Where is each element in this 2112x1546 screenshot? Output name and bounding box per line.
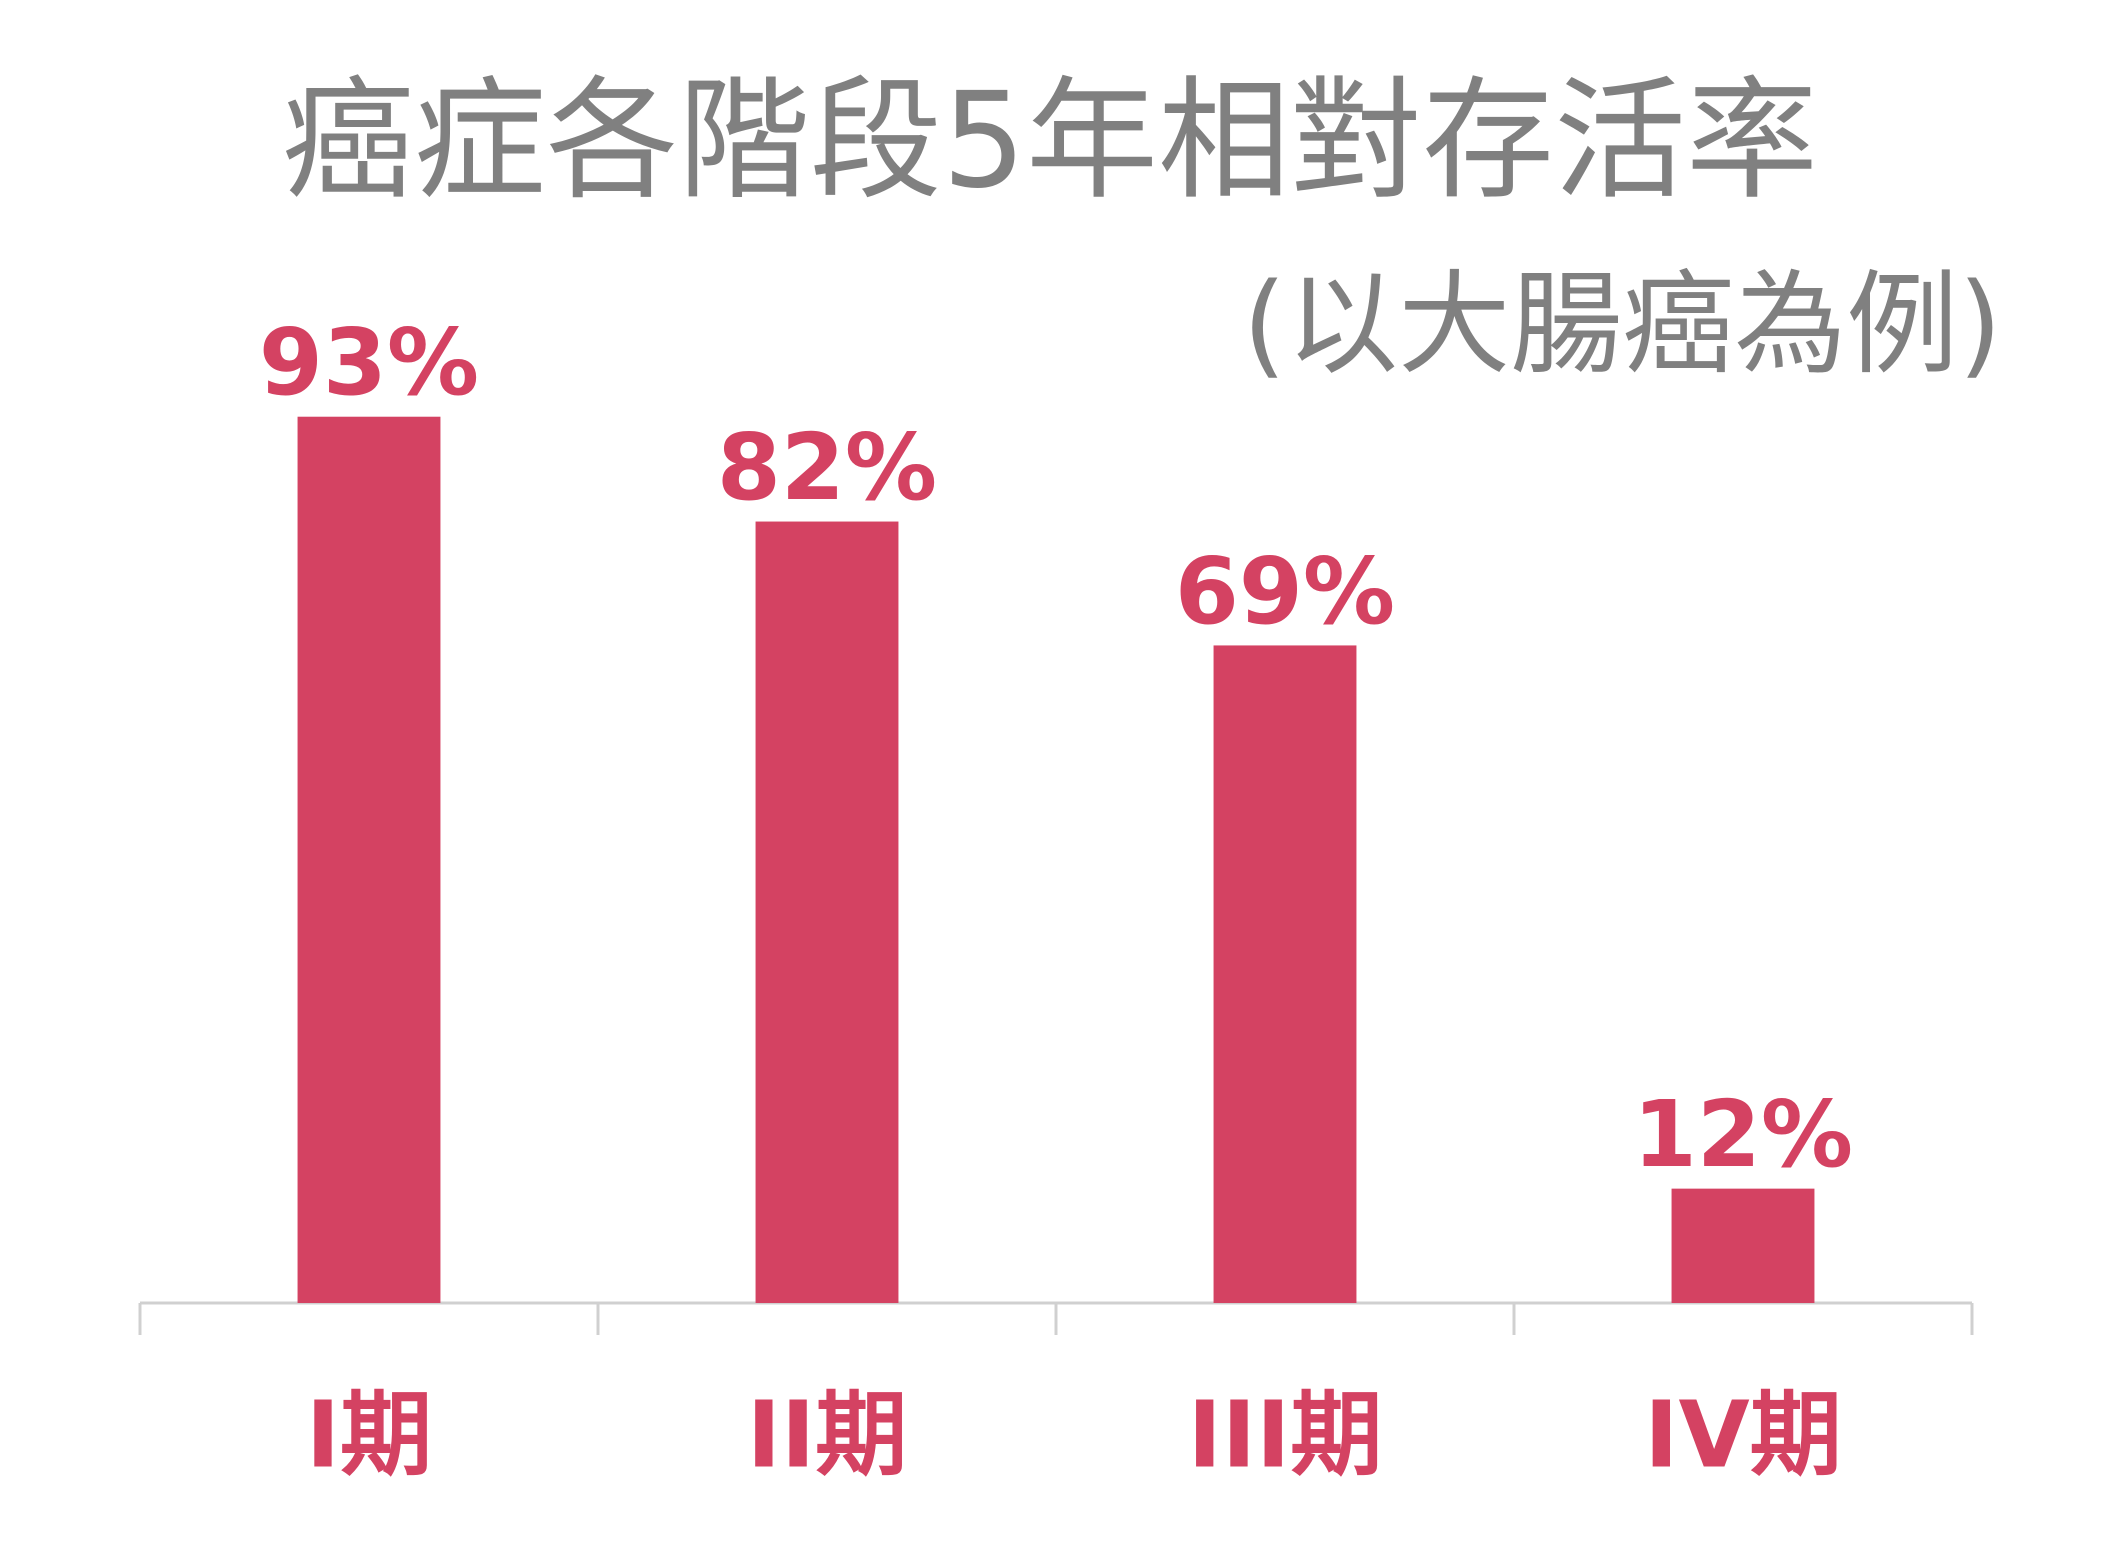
x-tick-label: IV期 bbox=[1644, 1381, 1841, 1488]
bar bbox=[1213, 645, 1357, 1303]
value-label: 93% bbox=[259, 309, 479, 416]
value-label: 69% bbox=[1175, 538, 1395, 645]
x-tick-label: III期 bbox=[1188, 1381, 1383, 1488]
value-label: 12% bbox=[1633, 1081, 1853, 1188]
bar bbox=[297, 416, 441, 1304]
x-tick-label: I期 bbox=[306, 1381, 432, 1488]
value-label: 82% bbox=[717, 414, 937, 521]
chart-title: 癌症各階段5年相對存活率 bbox=[282, 64, 1818, 218]
bar bbox=[755, 521, 899, 1303]
chart-subtitle: (以大腸癌為例) bbox=[1243, 260, 2002, 390]
x-tick-label: II期 bbox=[747, 1381, 907, 1488]
bar bbox=[1671, 1188, 1815, 1303]
